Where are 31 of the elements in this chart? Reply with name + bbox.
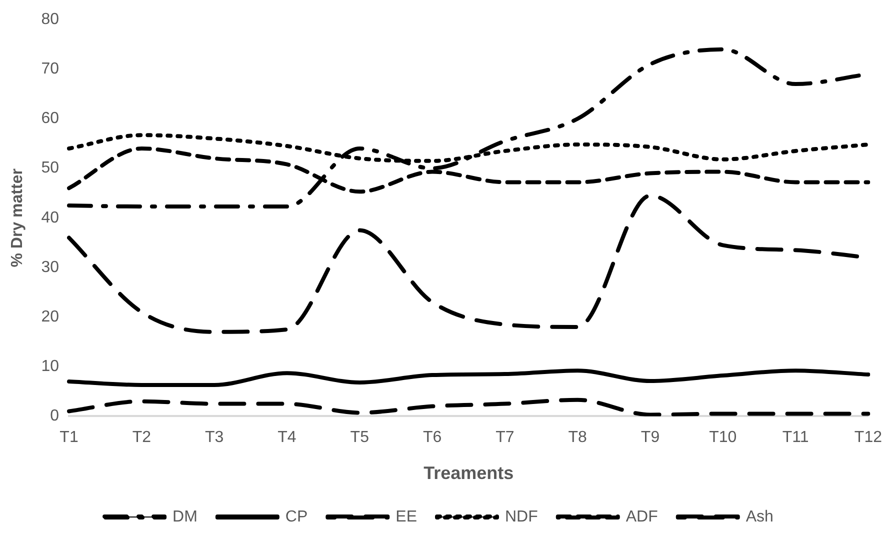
y-tick-label: 70 (41, 60, 60, 78)
legend-label: Ash (746, 508, 774, 526)
x-tick-label: T6 (422, 429, 442, 446)
legend-label: ADF (626, 508, 658, 526)
x-tick-label: T4 (278, 429, 296, 446)
y-tick-label: 10 (41, 358, 60, 376)
x-tick-label: T9 (640, 429, 660, 446)
x-tick-label: T3 (204, 429, 224, 446)
line-series (66, 368, 870, 387)
y-tick-label: 40 (41, 209, 60, 226)
x-tick-label: T11 (782, 429, 809, 446)
legend-label: EE (396, 508, 417, 526)
x-tick-label: T7 (496, 429, 514, 446)
x-tick-label: T12 (854, 429, 882, 446)
y-tick-label: 30 (41, 258, 60, 276)
x-tick-label: T5 (350, 429, 370, 446)
y-tick-label: 60 (41, 110, 60, 128)
x-tick-label: T2 (132, 429, 152, 446)
x-axis-title: Treaments (424, 463, 514, 484)
x-tick-label: T8 (568, 429, 588, 446)
y-tick-label: 20 (41, 308, 60, 326)
legend-label: NDF (505, 508, 538, 526)
legend-label: CP (285, 508, 308, 526)
y-tick-label: 0 (50, 408, 60, 425)
y-tick-label: 50 (41, 160, 60, 177)
x-tick-label: T1 (60, 429, 78, 446)
x-tick-label: T10 (709, 429, 737, 446)
y-tick-label: 80 (41, 11, 60, 28)
line-series (66, 398, 870, 416)
y-axis-title: % Dry matter (9, 168, 26, 268)
legend-label: DM (172, 508, 198, 526)
